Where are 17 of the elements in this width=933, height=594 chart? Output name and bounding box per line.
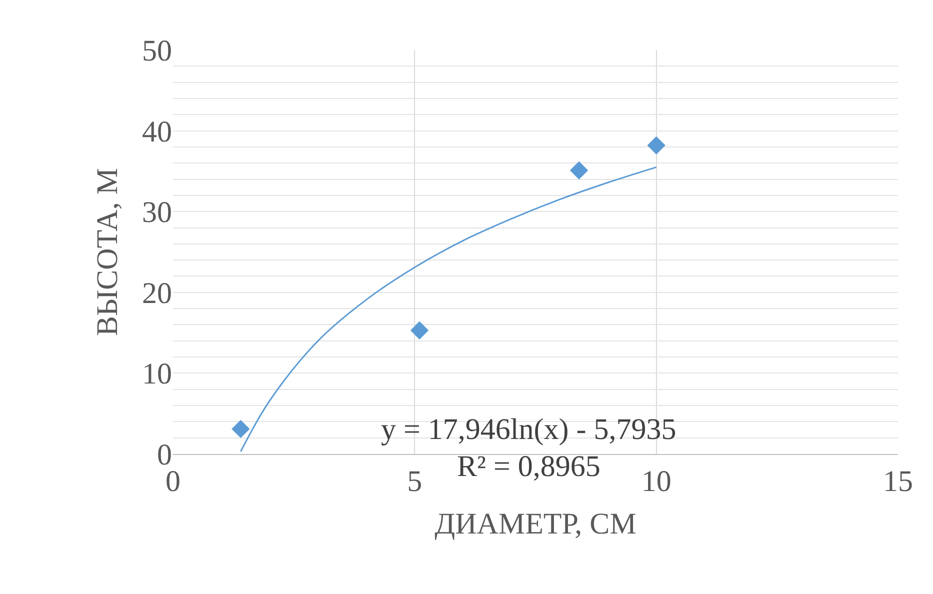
x-axis-title: ДИАМЕТР, СМ xyxy=(434,508,636,540)
y-tick-label: 20 xyxy=(142,276,172,310)
annotation: y = 17,946ln(x) - 5,7935 xyxy=(381,413,676,446)
point xyxy=(410,321,429,340)
point xyxy=(570,161,588,180)
x-tick-label: 10 xyxy=(641,465,672,498)
annotation: R² = 0,8965 xyxy=(457,450,600,483)
y-tick-label: 10 xyxy=(142,358,172,391)
point xyxy=(232,420,250,438)
x-tick-label: 15 xyxy=(883,465,913,498)
y-axis-title: ВЫСОТА, М xyxy=(91,168,124,336)
y-tick-label: 0 xyxy=(157,438,172,472)
y-tick-label: 30 xyxy=(142,196,172,230)
point xyxy=(647,136,666,154)
y-tick-label: 40 xyxy=(142,115,172,148)
x-tick-label: 5 xyxy=(407,465,422,498)
y-tick-label: 50 xyxy=(142,34,172,68)
